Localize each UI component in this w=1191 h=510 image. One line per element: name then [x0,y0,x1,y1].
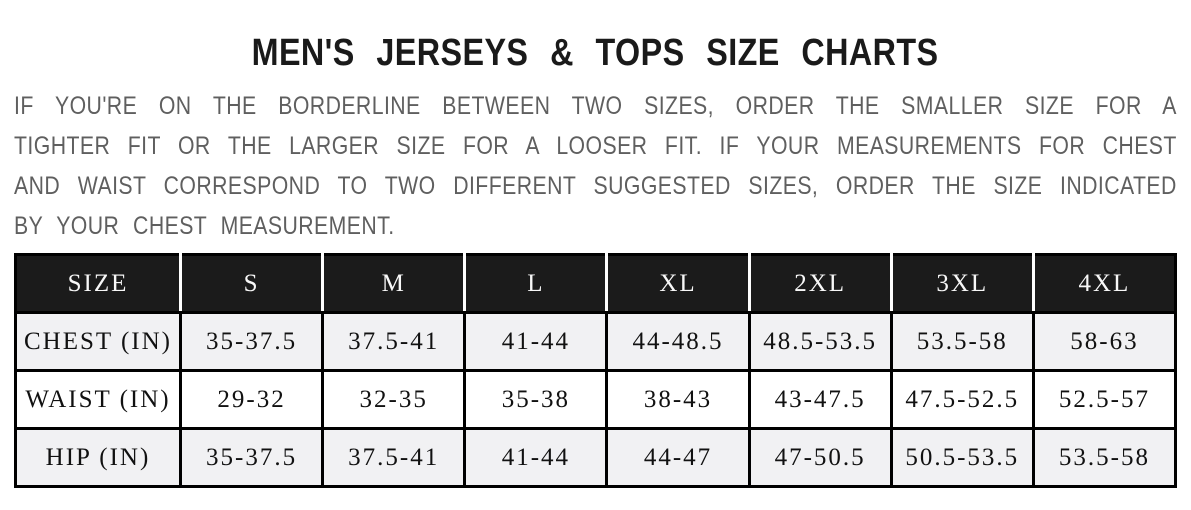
column-header-size: SIZE [15,254,182,314]
intro-line-4: BY YOUR CHEST MEASUREMENT. [14,212,395,240]
size-range-cell: 53.5-58 [1031,427,1178,488]
size-range-cell: 37.5-41 [321,427,467,488]
intro-paragraph: IF YOU'RE ON THE BORDERLINE BETWEEN TWO … [14,86,1177,246]
column-header-3xl: 3XL [891,254,1035,314]
intro-line-3: AND WAIST CORRESPOND TO TWO DIFFERENT SU… [14,172,1177,200]
size-range-cell: 38-43 [605,369,751,430]
size-range-cell: 35-38 [463,369,609,430]
size-range-cell: 41-44 [463,427,609,488]
size-range-cell: 48.5-53.5 [747,311,893,372]
column-header-4xl: 4XL [1033,254,1176,314]
size-chart-table: SIZE S M L XL 2XL 3XL 4XL CHEST (IN) 35-… [14,253,1178,488]
size-range-cell: 47.5-52.5 [889,369,1035,430]
intro-line-1: IF YOU'RE ON THE BORDERLINE BETWEEN TWO … [14,92,1177,120]
measurement-label-hip: HIP (IN) [14,427,182,488]
size-range-cell: 29-32 [178,369,325,430]
size-range-cell: 32-35 [321,369,467,430]
page-title-text: MEN'S JERSEYS & TOPS SIZE CHARTS [252,32,939,74]
column-header-s: S [180,254,325,314]
size-range-cell: 44-47 [605,427,751,488]
measurement-label-waist: WAIST (IN) [14,369,182,430]
size-range-cell: 52.5-57 [1031,369,1178,430]
size-range-cell: 41-44 [463,311,609,372]
table-row-hip: HIP (IN) 35-37.5 37.5-41 41-44 44-47 47-… [14,427,1178,488]
column-header-m: M [322,254,467,314]
page-title: MEN'S JERSEYS & TOPS SIZE CHARTS [0,0,1191,73]
size-range-cell: 53.5-58 [889,311,1035,372]
size-range-cell: 35-37.5 [178,311,325,372]
intro-line-2: TIGHTER FIT OR THE LARGER SIZE FOR A LOO… [14,132,1177,160]
intro-paragraph-inner: IF YOU'RE ON THE BORDERLINE BETWEEN TWO … [14,86,1177,246]
size-range-cell: 35-37.5 [178,427,325,488]
table-row-waist: WAIST (IN) 29-32 32-35 35-38 38-43 43-47… [14,369,1178,430]
column-header-xl: XL [606,254,751,314]
column-header-l: L [464,254,609,314]
table-row-chest: CHEST (IN) 35-37.5 37.5-41 41-44 44-48.5… [14,311,1178,372]
column-header-2xl: 2XL [749,254,893,314]
measurement-label-chest: CHEST (IN) [14,311,182,372]
size-range-cell: 44-48.5 [605,311,751,372]
header-row: SIZE S M L XL 2XL 3XL 4XL [15,254,1176,314]
size-chart-header: SIZE S M L XL 2XL 3XL 4XL [15,254,1176,314]
size-range-cell: 50.5-53.5 [889,427,1035,488]
size-range-cell: 47-50.5 [747,427,893,488]
size-range-cell: 58-63 [1031,311,1178,372]
size-range-cell: 37.5-41 [321,311,467,372]
size-range-cell: 43-47.5 [747,369,893,430]
